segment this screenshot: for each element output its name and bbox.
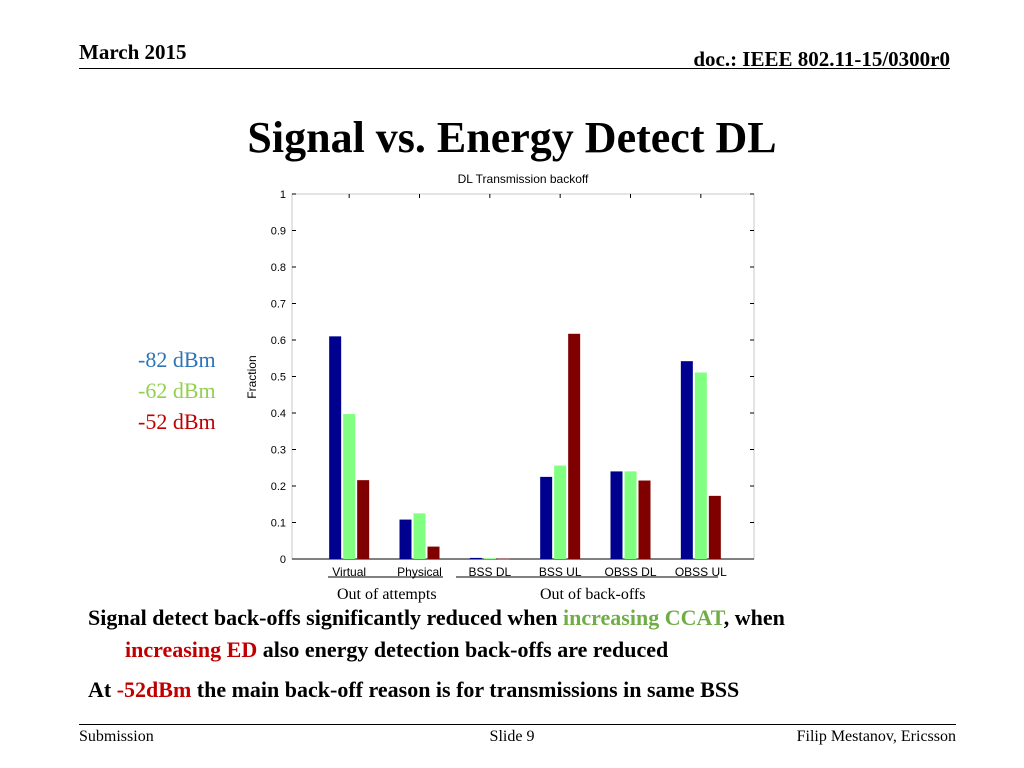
x-tick-label: Physical [397, 565, 442, 579]
x-tick-labels: Virtual Physical BSS DL BSS UL OBSS DL OBSS U… [332, 194, 727, 579]
bar [610, 471, 623, 559]
group-note-attempts: Out of attempts [337, 586, 437, 603]
bar [638, 480, 651, 559]
y-tick-label: 0.5 [271, 372, 286, 384]
y-tick-label: 0.3 [271, 445, 286, 457]
y-tick-label: 0.8 [271, 262, 286, 274]
footer-slide-number: Slide 9 [489, 728, 535, 745]
x-tick-label: OBSS UL [675, 565, 727, 579]
body-line-3: At -52dBm the main back-off reason is fo… [88, 677, 740, 702]
bar [708, 495, 721, 559]
chart-title: DL Transmission backoff [458, 172, 589, 186]
body-line-2: increasing ED also energy detection back… [125, 637, 669, 662]
x-tick-label: Virtual [332, 565, 366, 579]
bar [680, 361, 693, 559]
y-tick-label: 0 [280, 554, 286, 566]
bar [413, 513, 426, 559]
bars [329, 333, 721, 560]
footer-submission: Submission [79, 728, 154, 745]
footer-author: Filip Mestanov, Ericsson [796, 728, 956, 745]
x-tick-label: BSS DL [468, 565, 511, 579]
y-tick-label: 0.6 [271, 335, 286, 347]
bar [624, 471, 637, 559]
bar [427, 546, 440, 559]
y-tick-label: 0.9 [271, 226, 286, 238]
bar [469, 557, 482, 559]
bar [399, 519, 412, 559]
bar [343, 414, 356, 559]
slide-title: Signal vs. Energy Detect DL [247, 113, 777, 162]
bar [497, 558, 510, 560]
legend: -82 dBm -62 dBm -52 dBm [138, 344, 216, 437]
y-tick-label: 0.2 [271, 481, 286, 493]
body-line-1: Signal detect back-offs significantly re… [88, 605, 785, 630]
body-text: Signal detect back-offs significantly re… [88, 602, 948, 706]
bar-chart: DL Transmission backoff Fraction 0 0.1 0.2… [245, 172, 755, 579]
y-axis-label: Fraction [245, 355, 259, 398]
bar [329, 336, 342, 559]
x-tick-label: OBSS DL [604, 565, 656, 579]
header-doc-id: doc.: IEEE 802.11-15/0300r0 [693, 47, 950, 71]
bar [568, 333, 581, 559]
bar [694, 372, 707, 559]
legend-item-82dbm: -82 dBm [138, 347, 216, 372]
footer-divider [79, 724, 956, 725]
header-date: March 2015 [79, 40, 187, 64]
group-note-backoffs: Out of back-offs [540, 586, 646, 603]
y-tick-label: 1 [280, 189, 286, 201]
legend-item-62dbm: -62 dBm [138, 378, 216, 403]
bar [357, 480, 370, 559]
bar [483, 558, 496, 560]
highlight-ed: increasing ED [125, 637, 258, 662]
y-tick-label: 0.7 [271, 299, 286, 311]
x-tick-label: BSS UL [539, 565, 582, 579]
y-tick-label: 0.1 [271, 518, 286, 530]
y-tick-label: 0.4 [271, 408, 286, 420]
highlight-52dbm: -52dBm [116, 677, 192, 702]
header-divider [79, 68, 950, 69]
highlight-ccat: increasing CCAT [563, 605, 724, 630]
bar [540, 476, 553, 559]
legend-item-52dbm: -52 dBm [138, 409, 216, 434]
bar [554, 465, 567, 559]
y-ticks: 0 0.1 0.2 0.3 0.4 0.5 0.6 0.7 0.8 0.9 1 [271, 189, 754, 566]
